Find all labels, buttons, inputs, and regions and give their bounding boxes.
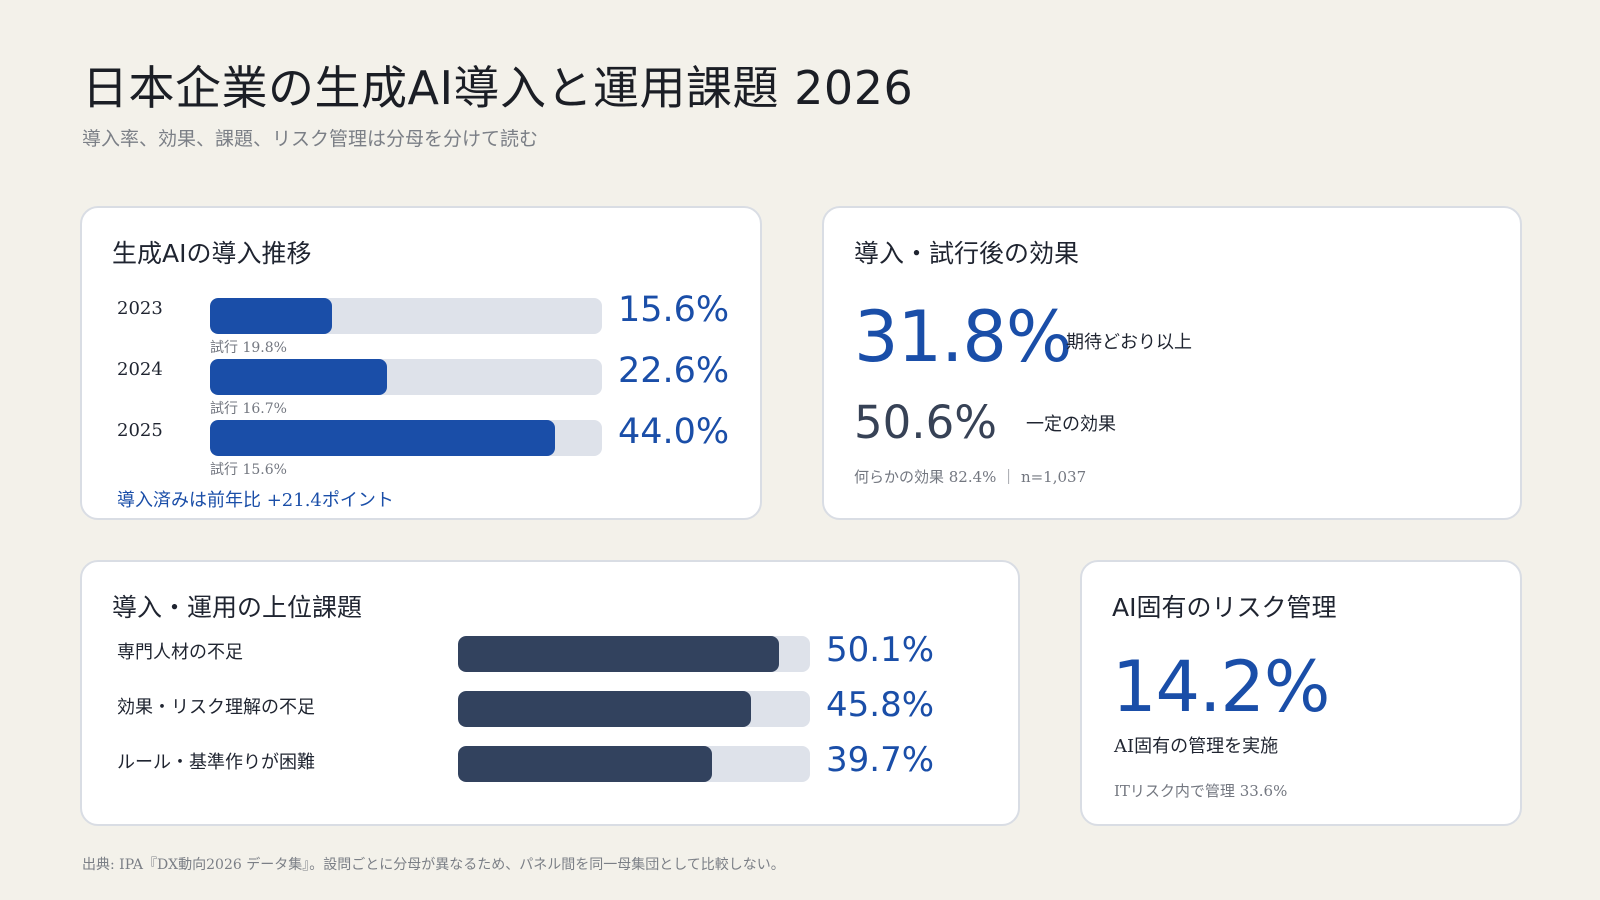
risk-primary-value: 14.2% bbox=[1112, 646, 1330, 728]
issue-row: 効果・リスク理解の不足 45.8% bbox=[82, 685, 1018, 731]
adoption-note: 導入済みは前年比 +21.4ポイント bbox=[117, 490, 394, 511]
adoption-bar bbox=[210, 298, 333, 334]
effect-primary-value: 31.8% bbox=[854, 296, 1072, 378]
adoption-value-label: 44.0% bbox=[618, 412, 730, 452]
issue-label: ルール・基準作りが困難 bbox=[117, 752, 315, 773]
page-title: 日本企業の生成AI導入と運用課題 2026 bbox=[82, 61, 914, 115]
panel-title: 導入・運用の上位課題 bbox=[112, 593, 363, 622]
risk-footnote: ITリスク内で管理 33.6% bbox=[1114, 782, 1288, 800]
bar-track bbox=[210, 359, 602, 395]
adoption-bar bbox=[210, 420, 555, 456]
panel-title: 生成AIの導入推移 bbox=[112, 239, 312, 268]
adoption-value-label: 22.6% bbox=[618, 351, 730, 391]
bar-track bbox=[458, 636, 810, 672]
issue-label: 専門人材の不足 bbox=[117, 642, 243, 663]
effect-secondary-value: 50.6% bbox=[854, 396, 997, 449]
issue-value-label: 45.8% bbox=[826, 685, 935, 725]
effect-secondary-label: 一定の効果 bbox=[1026, 414, 1116, 435]
source-note: 出典: IPA『DX動向2026 データ集』。設問ごとに分母が異なるため、パネル… bbox=[82, 857, 785, 873]
trial-label: 試行 15.6% bbox=[210, 462, 287, 478]
year-label: 2024 bbox=[117, 359, 163, 380]
adoption-row: 2025 44.0% 試行 15.6% bbox=[82, 412, 760, 480]
issue-value-label: 39.7% bbox=[826, 740, 935, 780]
issue-row: ルール・基準作りが困難 39.7% bbox=[82, 740, 1018, 786]
bar-track bbox=[458, 746, 810, 782]
issue-bar bbox=[458, 746, 713, 782]
trial-label: 試行 16.7% bbox=[210, 401, 287, 417]
issue-row: 専門人材の不足 50.1% bbox=[82, 630, 1018, 676]
bar-track bbox=[458, 691, 810, 727]
bar-track bbox=[210, 420, 602, 456]
issue-bar bbox=[458, 636, 779, 672]
issues-panel: 導入・運用の上位課題 専門人材の不足 50.1% 効果・リスク理解の不足 45.8% ル… bbox=[80, 560, 1020, 826]
effect-footnote: 何らかの効果 82.4% ｜ n=1,037 bbox=[854, 468, 1087, 486]
page-subtitle: 導入率、効果、課題、リスク管理は分母を分けて読む bbox=[82, 128, 539, 150]
trial-label: 試行 19.8% bbox=[210, 340, 287, 356]
risk-panel: AI固有のリスク管理 14.2% AI固有の管理を実施 ITリスク内で管理 33… bbox=[1080, 560, 1522, 826]
year-label: 2023 bbox=[117, 298, 163, 319]
adoption-row: 2023 15.6% 試行 19.8% bbox=[82, 290, 760, 358]
adoption-row: 2024 22.6% 試行 16.7% bbox=[82, 351, 760, 419]
panel-title: AI固有のリスク管理 bbox=[1112, 593, 1337, 622]
adoption-trend-panel: 生成AIの導入推移 2023 15.6% 試行 19.8% 2024 22.6% 試行 1… bbox=[80, 206, 762, 520]
panel-title: 導入・試行後の効果 bbox=[854, 239, 1080, 268]
adoption-value-label: 15.6% bbox=[618, 290, 730, 330]
adoption-bar bbox=[210, 359, 388, 395]
effect-panel: 導入・試行後の効果 31.8% 期待どおり以上 50.6% 一定の効果 何らかの… bbox=[822, 206, 1522, 520]
effect-primary-label: 期待どおり以上 bbox=[1066, 332, 1192, 353]
bar-track bbox=[210, 298, 602, 334]
issue-value-label: 50.1% bbox=[826, 630, 935, 670]
issue-label: 効果・リスク理解の不足 bbox=[117, 697, 315, 718]
risk-primary-label: AI固有の管理を実施 bbox=[1114, 736, 1279, 757]
year-label: 2025 bbox=[117, 420, 163, 441]
issue-bar bbox=[458, 691, 752, 727]
